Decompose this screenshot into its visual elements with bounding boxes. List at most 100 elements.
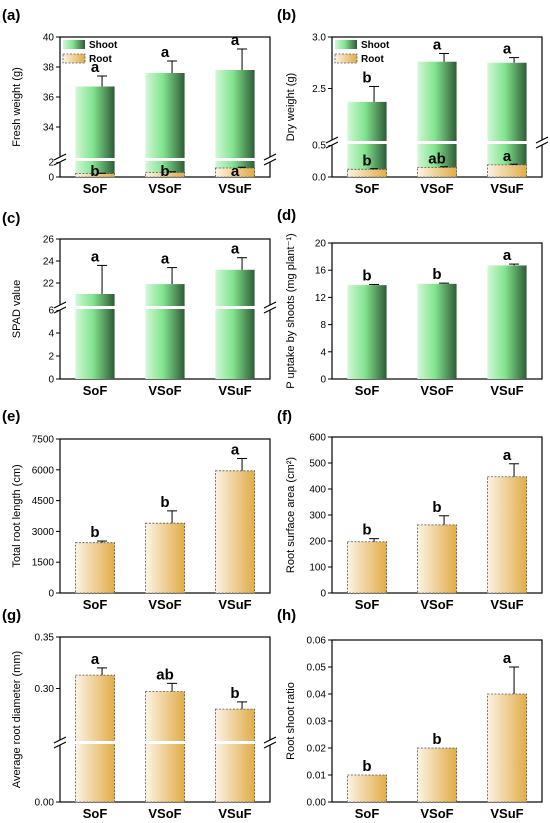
data-bar xyxy=(486,693,527,803)
data-significance-label: a xyxy=(231,241,240,258)
data-significance-label: b xyxy=(230,685,239,702)
y-tick-label: 200 xyxy=(309,537,326,548)
shoot-significance-label: a xyxy=(161,44,170,61)
axis-break-mask xyxy=(56,305,64,310)
root-significance-label: a xyxy=(231,163,240,180)
y-tick-label: 0.03 xyxy=(307,717,327,728)
data-bar xyxy=(416,524,457,594)
data-significance-label: ab xyxy=(156,666,174,683)
data-significance-label: a xyxy=(161,251,170,268)
y-axis-label: Root surface area (cm²) xyxy=(285,457,297,573)
axis-break-mark xyxy=(263,741,277,749)
y-tick-label: 0.06 xyxy=(307,636,327,647)
x-category-label: SoF xyxy=(83,383,108,398)
panel-h: (h) 0.00 0.01 0.02 0.03 0.04 0.05 0.06 SoF VSoF VS… xyxy=(277,607,543,821)
data-bar xyxy=(144,522,185,594)
panel-label: (f) xyxy=(277,408,292,425)
panel-g: (g) 0.00 0.30 0.35 SoF VSoF VSuF a ab b Average ro… xyxy=(2,607,277,821)
root-significance-label: b xyxy=(160,163,169,180)
y-axis-label: SPAD value xyxy=(11,280,23,339)
y-tick-label: 2 xyxy=(48,158,54,169)
panel-f: (f) 0 100 200 300 400 500 600 SoF VSoF VSuF b b a Root… xyxy=(277,408,543,612)
y-tick-label: 2.5 xyxy=(312,84,326,95)
y-tick-label: 0.0 xyxy=(312,173,326,184)
y-tick-label: 0.35 xyxy=(35,633,55,644)
data-significance-label: a xyxy=(91,248,100,265)
x-category-label: VSoF xyxy=(148,181,181,196)
axis-break-mask xyxy=(56,740,64,745)
y-tick-label: 0 xyxy=(48,375,54,386)
data-significance-label: b xyxy=(160,494,169,511)
root-bar xyxy=(75,173,116,178)
y-tick-label: 7500 xyxy=(32,435,55,446)
data-bar xyxy=(416,747,457,803)
y-tick-label: 38 xyxy=(43,63,55,74)
y-tick-label: 400 xyxy=(309,485,326,496)
root-bar xyxy=(486,164,527,178)
axis-break-mask xyxy=(538,140,546,145)
legend-root-swatch xyxy=(334,53,358,64)
y-tick-label: 4500 xyxy=(32,496,55,507)
shoot-significance-label: a xyxy=(231,32,240,49)
root-significance-label: b xyxy=(362,152,371,169)
data-bar xyxy=(214,708,255,803)
y-tick-label: 4 xyxy=(48,329,54,340)
y-tick-label: 0.30 xyxy=(35,684,55,695)
x-category-label: VSoF xyxy=(420,806,453,821)
y-tick-label: 0 xyxy=(48,589,54,600)
shoot-bar xyxy=(347,101,387,177)
shoot-significance-label: a xyxy=(433,36,442,53)
y-tick-label: 26 xyxy=(43,235,55,246)
data-significance-label: b xyxy=(362,522,371,539)
axis-break-mask xyxy=(56,157,64,162)
x-category-label: SoF xyxy=(355,383,380,398)
x-category-label: VSoF xyxy=(420,383,453,398)
x-category-label: SoF xyxy=(83,181,108,196)
data-bar xyxy=(346,774,387,803)
x-category-label: VSuF xyxy=(490,383,523,398)
axis-break-mark xyxy=(53,158,67,166)
root-bar xyxy=(214,167,255,178)
axis-break-gap xyxy=(61,158,269,161)
y-tick-label: 16 xyxy=(315,266,327,277)
y-axis-label: Fresh weight (g) xyxy=(11,67,23,146)
shoot-significance-label: a xyxy=(91,59,100,76)
y-tick-label: 24 xyxy=(43,257,55,268)
axis-break-gap xyxy=(61,306,269,309)
y-tick-label: 4 xyxy=(320,347,326,358)
legend-shoot-label: Shoot xyxy=(89,40,118,51)
data-significance-label: b xyxy=(90,524,99,541)
x-category-label: SoF xyxy=(83,597,108,612)
axis-break-mark xyxy=(263,301,277,309)
legend-root-label: Root xyxy=(89,54,112,65)
panel-label: (b) xyxy=(277,7,296,24)
data-bar xyxy=(144,691,185,803)
axis-break-mark xyxy=(53,301,67,309)
data-bar xyxy=(75,542,116,594)
axis-break-mark xyxy=(325,136,339,144)
y-tick-label: 0.04 xyxy=(307,690,327,701)
axis-break-mark xyxy=(263,736,277,744)
legend-shoot-label: Shoot xyxy=(361,40,390,51)
data-significance-label: a xyxy=(503,650,512,667)
data-significance-label: b xyxy=(432,499,441,516)
y-tick-label: 36 xyxy=(43,93,55,104)
axis-break-mark xyxy=(53,153,67,161)
y-axis-label: Dry weight (g) xyxy=(285,73,297,141)
root-significance-label: b xyxy=(90,163,99,180)
y-tick-label: 600 xyxy=(309,433,326,444)
panel-label: (h) xyxy=(277,607,296,624)
axis-break-mark xyxy=(535,141,549,149)
y-tick-label: 0.01 xyxy=(307,771,327,782)
x-category-label: VSuF xyxy=(218,181,251,196)
data-bar xyxy=(487,265,527,379)
axis-break-mask xyxy=(266,157,274,162)
y-axis-label: P uptake by shoots (mg plant⁻¹) xyxy=(285,233,297,388)
x-category-label: VSoF xyxy=(420,181,453,196)
y-tick-label: 500 xyxy=(309,459,326,470)
x-category-label: SoF xyxy=(83,806,108,821)
y-tick-label: 34 xyxy=(43,123,55,134)
